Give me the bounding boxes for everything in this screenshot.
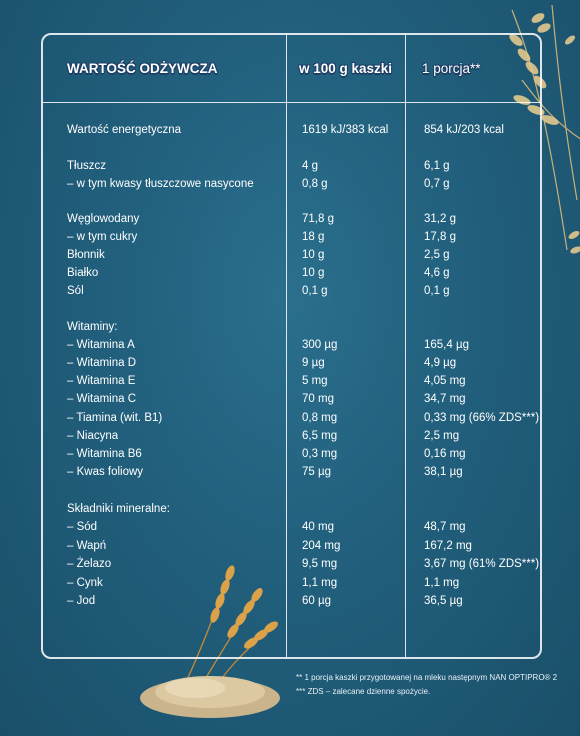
row-value-100g: 9,5 mg (302, 558, 338, 570)
table-row: – Witamina E 5 mg 4,05 mg (0, 372, 580, 390)
row-label: Wartość energetyczna (67, 124, 181, 136)
row-value-portion: 4,05 mg (424, 375, 466, 387)
header-nutrition-value: WARTOŚĆ ODŻYWCZA (67, 61, 218, 76)
row-value-100g: 5 mg (302, 375, 328, 387)
row-value-portion: 3,67 mg (61% ZDS***) (424, 558, 540, 570)
row-value-100g: 6,5 mg (302, 430, 338, 442)
row-value-portion: 31,2 g (424, 213, 456, 225)
table-row: – w tym cukry 18 g 17,8 g (0, 228, 580, 246)
table-row: Składniki mineralne: (0, 500, 580, 518)
row-value-100g: 18 g (302, 231, 325, 243)
row-label: – Sód (67, 521, 98, 533)
table-row: – Cynk 1,1 mg 1,1 mg (0, 574, 580, 592)
row-value-100g: 10 g (302, 267, 325, 279)
row-value-100g: 9 µg (302, 357, 325, 369)
row-value-100g: 204 mg (302, 540, 341, 552)
grain-pile-icon (140, 676, 280, 718)
nutrition-table (41, 33, 542, 659)
table-row: Sól 0,1 g 0,1 g (0, 282, 580, 300)
column-divider-2 (405, 33, 406, 659)
header-per-portion: 1 porcja** (422, 61, 481, 76)
row-label: – Witamina B6 (67, 448, 142, 460)
table-row: – Jod 60 µg 36,5 µg (0, 592, 580, 610)
row-label: – w tym cukry (67, 231, 138, 243)
row-label: – Witamina D (67, 357, 137, 369)
header-per-100g: w 100 g kaszki (299, 61, 393, 76)
row-value-portion: 4,6 g (424, 267, 450, 279)
row-value-portion: 6,1 g (424, 160, 450, 172)
row-value-portion: 36,5 µg (424, 595, 463, 607)
row-label: Tłuszcz (67, 160, 106, 172)
row-label: – Witamina C (67, 393, 137, 405)
row-value-100g: 0,3 mg (302, 448, 338, 460)
footnote-portion: ** 1 porcja kaszki przygotowanej na mlek… (296, 673, 558, 682)
row-label: – Witamina E (67, 375, 136, 387)
row-value-portion: 0,33 mg (66% ZDS***) (424, 412, 540, 424)
row-value-100g: 0,1 g (302, 285, 328, 297)
row-label: – Wapń (67, 540, 107, 552)
table-row: Witaminy: (0, 318, 580, 336)
row-value-100g: 10 g (302, 249, 325, 261)
table-row: – Witamina D 9 µg 4,9 µg (0, 354, 580, 372)
row-value-100g: 71,8 g (302, 213, 334, 225)
table-row: – Witamina C 70 mg 34,7 mg (0, 390, 580, 408)
row-label: – Jod (67, 595, 96, 607)
row-value-100g: 60 µg (302, 595, 332, 607)
column-divider-1 (286, 33, 287, 659)
row-value-portion: 165,4 µg (424, 339, 469, 351)
row-value-portion: 167,2 mg (424, 540, 472, 552)
table-row: Wartość energetyczna 1619 kJ/383 kcal 854 … (0, 121, 580, 139)
row-label: Witaminy: (67, 321, 118, 333)
row-value-portion: 48,7 mg (424, 521, 466, 533)
row-value-portion: 2,5 mg (424, 430, 460, 442)
table-row: Tłuszcz 4 g 6,1 g (0, 157, 580, 175)
row-value-100g: 70 mg (302, 393, 334, 405)
row-value-portion: 38,1 µg (424, 466, 463, 478)
row-value-portion: 854 kJ/203 kcal (424, 124, 504, 136)
table-row: Błonnik 10 g 2,5 g (0, 246, 580, 264)
table-row: Białko 10 g 4,6 g (0, 264, 580, 282)
table-row: – Sód 40 mg 48,7 mg (0, 518, 580, 536)
row-value-portion: 4,9 µg (424, 357, 457, 369)
row-value-portion: 0,1 g (424, 285, 450, 297)
header-divider (41, 102, 542, 103)
footnotes: ** 1 porcja kaszki przygotowanej na mlek… (296, 671, 557, 699)
row-value-100g: 1619 kJ/383 kcal (302, 124, 389, 136)
row-value-100g: 1,1 mg (302, 577, 338, 589)
footnote-zds: *** ZDS – zalecane dzienne spożycie. (296, 687, 431, 696)
row-label: – Niacyna (67, 430, 119, 442)
table-row: – Tiamina (wit. B1) 0,8 mg 0,33 mg (66% ZD… (0, 409, 580, 427)
row-value-portion: 2,5 g (424, 249, 450, 261)
row-value-100g: 0,8 g (302, 178, 328, 190)
row-value-portion: 0,7 g (424, 178, 450, 190)
table-row: – Witamina B6 0,3 mg 0,16 mg (0, 445, 580, 463)
table-row: – w tym kwasy tłuszczowe nasycone 0,8 g 0,… (0, 175, 580, 193)
row-label: Węglowodany (67, 213, 140, 225)
row-value-100g: 0,8 mg (302, 412, 338, 424)
row-label: – Witamina A (67, 339, 135, 351)
row-label: – Żelazo (67, 558, 112, 570)
row-value-portion: 1,1 mg (424, 577, 460, 589)
row-value-100g: 4 g (302, 160, 318, 172)
row-label: Składniki mineralne: (67, 503, 170, 515)
table-row: – Kwas foliowy 75 µg 38,1 µg (0, 463, 580, 481)
table-row: – Niacyna 6,5 mg 2,5 mg (0, 427, 580, 445)
table-row: – Wapń 204 mg 167,2 mg (0, 537, 580, 555)
row-label: – w tym kwasy tłuszczowe nasycone (67, 178, 254, 190)
row-label: – Tiamina (wit. B1) (67, 412, 163, 424)
row-value-portion: 34,7 mg (424, 393, 466, 405)
row-label: – Kwas foliowy (67, 466, 144, 478)
row-value-portion: 0,16 mg (424, 448, 466, 460)
table-row: – Żelazo 9,5 mg 3,67 mg (61% ZDS***) (0, 555, 580, 573)
row-label: Błonnik (67, 249, 105, 261)
row-value-100g: 75 µg (302, 466, 332, 478)
row-label: – Cynk (67, 577, 103, 589)
row-label: Sól (67, 285, 84, 297)
row-value-100g: 300 µg (302, 339, 338, 351)
row-label: Białko (67, 267, 99, 279)
table-row: – Witamina A 300 µg 165,4 µg (0, 336, 580, 354)
table-row: Węglowodany 71,8 g 31,2 g (0, 210, 580, 228)
row-value-100g: 40 mg (302, 521, 334, 533)
row-value-portion: 17,8 g (424, 231, 456, 243)
